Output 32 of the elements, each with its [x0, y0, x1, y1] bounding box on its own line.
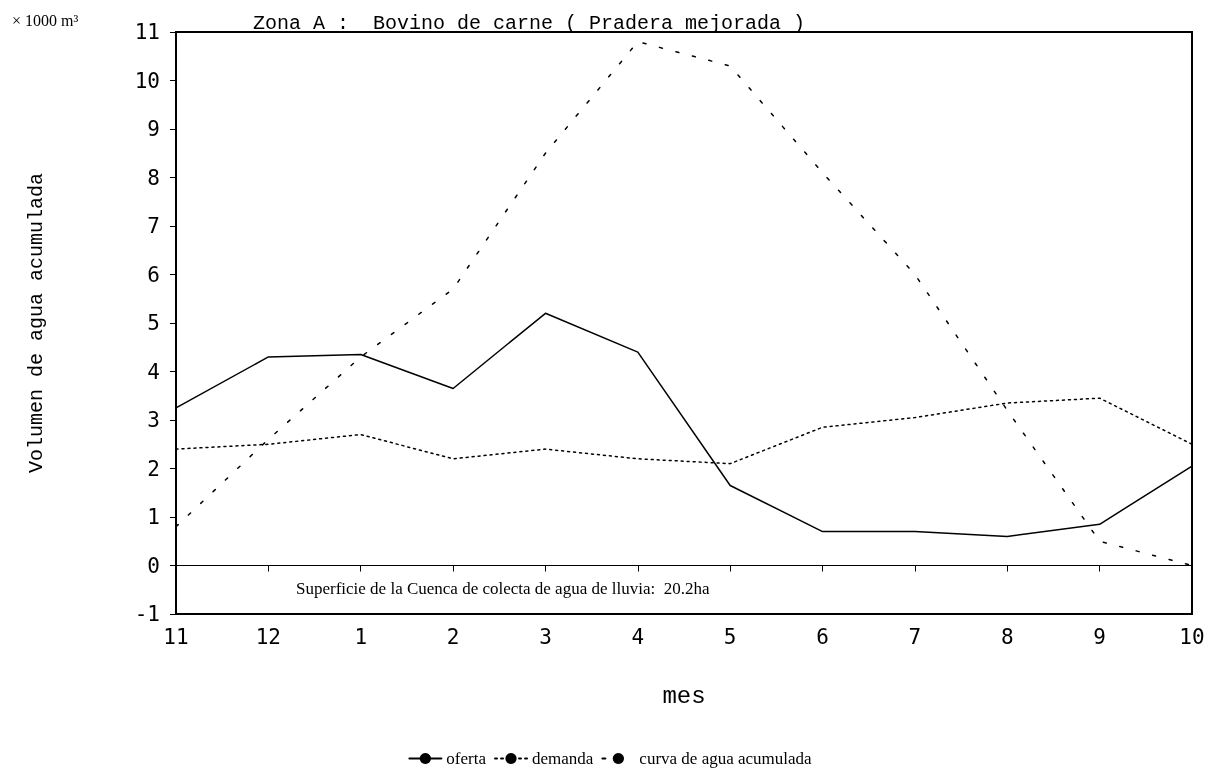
y-tick-label: 8 [147, 165, 160, 190]
y-tick-label: 1 [147, 505, 160, 529]
y-tick-label: 10 [134, 68, 160, 93]
x-tick-label: 1 [354, 624, 368, 649]
x-tick-label: 10 [1179, 624, 1205, 649]
text: × 1000 m³ [12, 11, 79, 29]
legend-label: curva de agua acumulada [639, 749, 813, 768]
x-axis-title: mes [662, 682, 706, 710]
x-tick-label: 8 [1000, 624, 1014, 649]
x-tick-label: 2 [446, 624, 460, 649]
y-tick-label: 3 [147, 408, 160, 432]
y-tick-label: 11 [134, 20, 160, 44]
y-tick-label: 5 [147, 311, 160, 335]
y-tick-label: 4 [147, 359, 160, 384]
annotation: Superficie de la Cuenca de colecta de agua de lluvia: 20.2ha [296, 579, 710, 598]
x-tick-label: 9 [1093, 624, 1106, 649]
x-tick-label: 12 [255, 624, 282, 649]
legend-label: oferta [446, 749, 487, 768]
x-tick-label: 6 [816, 624, 829, 649]
x-tick-label: 5 [723, 624, 737, 649]
y-tick-label: 6 [147, 262, 160, 287]
y-axis-title: Volumen de agua acumulada [24, 172, 48, 474]
x-tick-label: 3 [539, 624, 552, 649]
y-tick-label: 2 [147, 456, 160, 481]
y-tick-label: 7 [147, 214, 160, 238]
y-tick-label: 0 [147, 553, 160, 578]
legend-label: demanda [532, 749, 594, 768]
x-tick-label: 4 [631, 624, 645, 649]
x-tick-label: 7 [908, 624, 922, 649]
x-tick-label: 11 [163, 624, 189, 649]
y-tick-label: -1 [134, 602, 160, 626]
y-tick-label: 9 [147, 117, 160, 141]
